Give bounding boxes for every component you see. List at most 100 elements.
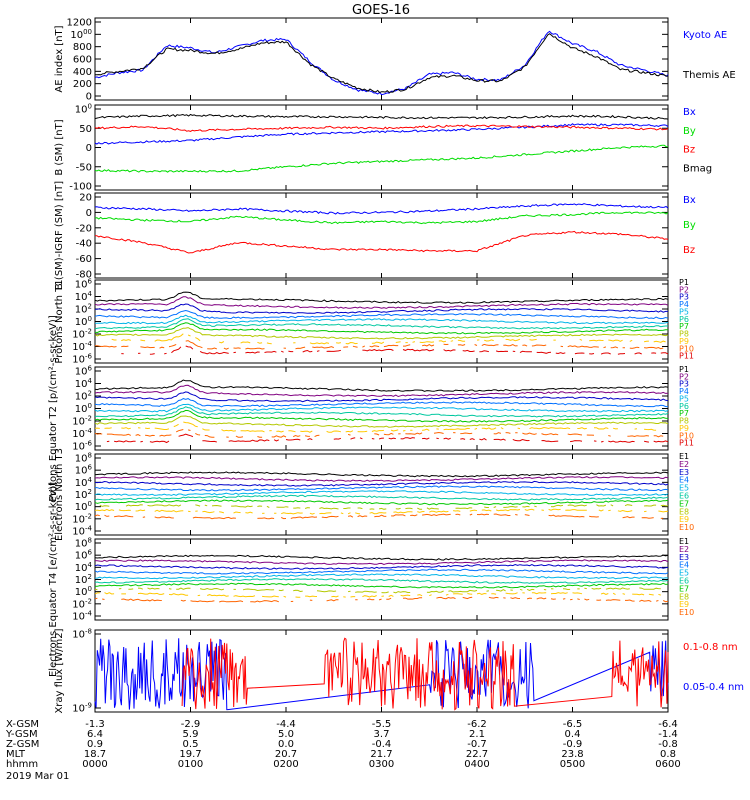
channel-label: E2	[679, 460, 689, 469]
y-tick-label: 104	[75, 476, 93, 489]
orbit-value: -1.3	[85, 719, 105, 730]
legend-bigrf-1: By	[683, 220, 696, 231]
flux-channel-line	[95, 514, 668, 519]
y-tick-label: 104	[75, 377, 93, 390]
orbit-value: 0000	[82, 759, 107, 770]
flux-channel-line	[94, 398, 669, 408]
channel-label: E7	[679, 584, 689, 593]
y-tick-label: 108	[75, 537, 92, 550]
flux-channel-line	[94, 296, 669, 309]
orbit-value: 0400	[464, 759, 489, 770]
orbit-value: 0.5	[183, 739, 199, 750]
legend-xray-0: 0.1-0.8 nm	[683, 642, 738, 653]
flux-channel-line	[94, 391, 669, 403]
flux-channel-line	[95, 593, 668, 598]
channel-label: P11	[679, 352, 694, 361]
flux-channel-line	[94, 327, 669, 340]
figure-title: GOES-16	[352, 3, 410, 18]
series-line-by	[94, 144, 669, 173]
channel-label: P10	[679, 344, 694, 353]
channel-label: P9	[679, 337, 689, 346]
flux-channel-line	[94, 596, 669, 603]
channel-label: E3	[679, 468, 689, 477]
flux-channel-line	[94, 494, 669, 501]
flux-channel-line	[94, 554, 669, 561]
orbit-value: -1.4	[658, 729, 678, 740]
panel-frame	[94, 17, 669, 101]
legend-ae-1: Themis AE	[682, 70, 736, 81]
flux-channel-line	[94, 490, 669, 496]
y-axis-label: Protons North T1	[54, 279, 65, 363]
channel-label: E8	[679, 592, 689, 601]
orbit-value: 22.7	[466, 749, 488, 760]
flux-channel-line	[95, 573, 669, 580]
y-tick-label: 106	[75, 464, 93, 477]
channel-label: P6	[679, 402, 689, 411]
channel-label: P4	[679, 300, 689, 309]
legend-ae-0: Kyoto AE	[683, 30, 727, 41]
channel-label: E10	[679, 523, 694, 532]
y-tick-label: 200	[73, 79, 92, 90]
y-axis-label: Electrons Equator T4 [e/(cm²-s-sr-keV)]	[48, 482, 59, 677]
orbit-value: -2.9	[181, 719, 201, 730]
legend-bgsm-2: Bz	[683, 145, 695, 156]
flux-channel-line	[94, 291, 669, 304]
y-tick-label: 0	[86, 208, 92, 219]
y-tick-label: 108	[75, 452, 92, 465]
y-tick-label: 10-2	[72, 597, 92, 610]
channel-label: P3	[679, 380, 689, 389]
y-tick-label: 104	[75, 561, 93, 574]
y-tick-label: 0	[86, 143, 92, 154]
y-tick-label: 1200	[67, 18, 92, 29]
y-tick-label: 50	[79, 124, 92, 135]
flux-channel-line	[94, 379, 669, 392]
orbit-date: 2019 Mar 01	[6, 771, 69, 782]
channel-label: E2	[679, 545, 689, 554]
channel-label: P10	[679, 431, 694, 440]
panel-xray: 10-9 10-8 Xray flux [W/m2] 0.1-0.8 nm 0.05-0…	[54, 628, 744, 715]
orbit-value: 5.9	[183, 729, 199, 740]
y-axis-label: Protons Equator T2 [p/(cm²-s-sr-keV)]	[48, 315, 59, 502]
channel-label: E3	[679, 553, 689, 562]
channel-label: P1	[679, 365, 689, 374]
y-axis-label: Electrons North T3	[54, 448, 65, 541]
channel-label: P7	[679, 409, 689, 418]
flux-channel-line	[94, 314, 669, 325]
orbit-value: -6.5	[563, 719, 583, 730]
y-tick-label: 106	[75, 549, 93, 562]
series-line-bz	[94, 124, 669, 132]
flux-channel-line	[94, 318, 668, 330]
channel-label: E6	[679, 492, 689, 501]
y-tick-label: 102	[75, 573, 92, 586]
series-line-themis-ae	[95, 33, 669, 94]
channel-label: P2	[679, 372, 689, 381]
flux-channel-line	[94, 499, 669, 506]
series-line-bx	[94, 203, 669, 215]
channel-label: P5	[679, 307, 689, 316]
orbit-value: 0200	[273, 759, 298, 770]
y-tick-label: 100	[75, 585, 92, 598]
orbit-value: 3.7	[374, 729, 390, 740]
channel-label: P6	[679, 315, 689, 324]
flux-channel-line	[94, 403, 669, 413]
y-tick-label: 10-2	[72, 415, 92, 428]
orbit-value: -0.7	[467, 739, 487, 750]
flux-channel-line	[94, 559, 669, 566]
panel-bgsm: -100 -50 0 50 100 B (SM) [nT] Bx By Bz Bmag	[54, 103, 712, 193]
y-tick-label: 102	[75, 488, 92, 501]
y-tick-label: -80	[76, 270, 92, 281]
orbit-value: 5.0	[278, 729, 294, 740]
channel-label: P2	[679, 285, 689, 294]
channel-label: P8	[679, 417, 689, 426]
orbit-value: 0.0	[278, 739, 294, 750]
y-tick-label: 100	[75, 500, 92, 513]
channel-label: E1	[679, 537, 689, 546]
orbit-value: 2.1	[469, 729, 485, 740]
panel-frame	[94, 192, 669, 279]
y-axis-label: Xray flux [W/m2]	[54, 628, 65, 713]
orbit-row-label: Z-GSM	[6, 739, 39, 750]
orbit-value: 19.7	[179, 749, 201, 760]
channel-label: E4	[679, 476, 689, 485]
